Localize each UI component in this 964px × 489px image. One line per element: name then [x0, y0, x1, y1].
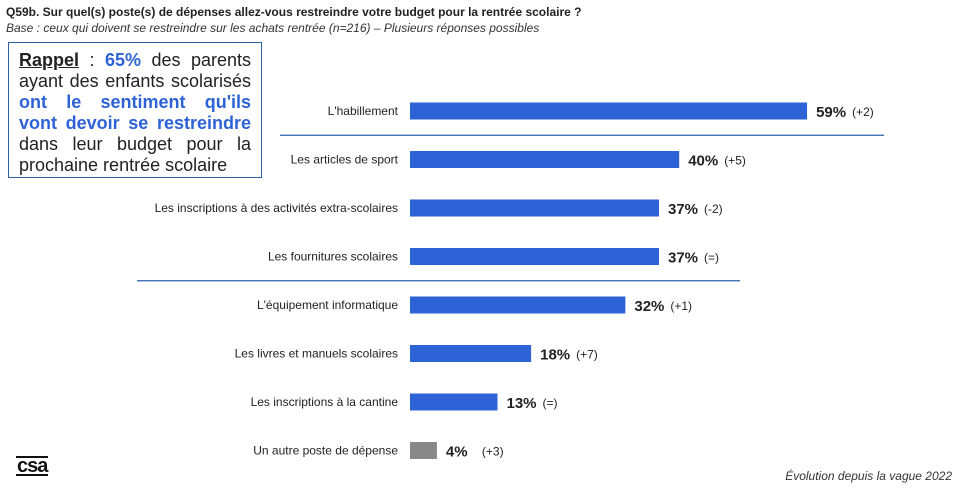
- change-label: (+7): [576, 348, 598, 362]
- change-label: (+2): [852, 105, 874, 119]
- bar: [410, 393, 498, 411]
- category-label: Les articles de sport: [291, 153, 399, 167]
- change-label: (=): [542, 396, 557, 410]
- category-label: Les livres et manuels scolaires: [235, 347, 398, 361]
- value-label: 40%: [688, 153, 718, 170]
- change-label: (+5): [724, 154, 746, 168]
- callout-highlight: ont le sentiment qu'ils vont devoir se r…: [19, 92, 251, 133]
- callout-separator: :: [79, 50, 105, 70]
- category-label: Les fournitures scolaires: [268, 250, 398, 264]
- chart-title: Q59b. Sur quel(s) poste(s) de dépenses a…: [6, 5, 582, 19]
- bar: [410, 296, 626, 314]
- csa-logo: csa: [16, 455, 48, 477]
- category-label: Les inscriptions à des activités extra-s…: [155, 201, 398, 215]
- value-label: 13%: [506, 395, 536, 412]
- bar: [410, 442, 437, 459]
- callout-keyword: Rappel: [19, 50, 80, 70]
- value-label: 37%: [668, 250, 698, 267]
- category-label: L'habillement: [328, 104, 399, 118]
- change-label: (+1): [670, 299, 692, 313]
- value-label: 4%: [446, 444, 468, 461]
- value-label: 32%: [634, 298, 664, 315]
- callout-percentage: 65%: [104, 50, 141, 70]
- value-label: 59%: [816, 104, 846, 121]
- category-label: L'équipement informatique: [257, 298, 398, 312]
- evolution-footnote: Évolution depuis la vague 2022: [785, 469, 952, 483]
- category-label: Les inscriptions à la cantine: [251, 395, 399, 409]
- callout-text-1: des parents ayant des enfants scolarisés: [19, 50, 251, 91]
- bar: [410, 151, 680, 168]
- reminder-callout: Rappel : 65% des parents ayant des enfan…: [8, 42, 262, 178]
- category-label: Un autre poste de dépense: [253, 444, 398, 458]
- value-label: 37%: [668, 201, 698, 218]
- chart-subtitle: Base : ceux qui doivent se restreindre s…: [6, 21, 540, 35]
- change-label: (=): [704, 251, 719, 265]
- change-label: (+3): [482, 445, 504, 459]
- bar: [410, 345, 532, 362]
- callout-text-2: dans leur budget pour la prochaine rentr…: [19, 134, 251, 175]
- value-label: 18%: [540, 347, 570, 364]
- bar: [410, 248, 660, 265]
- change-label: (-2): [704, 202, 723, 216]
- bar: [410, 199, 660, 217]
- bar: [410, 102, 808, 120]
